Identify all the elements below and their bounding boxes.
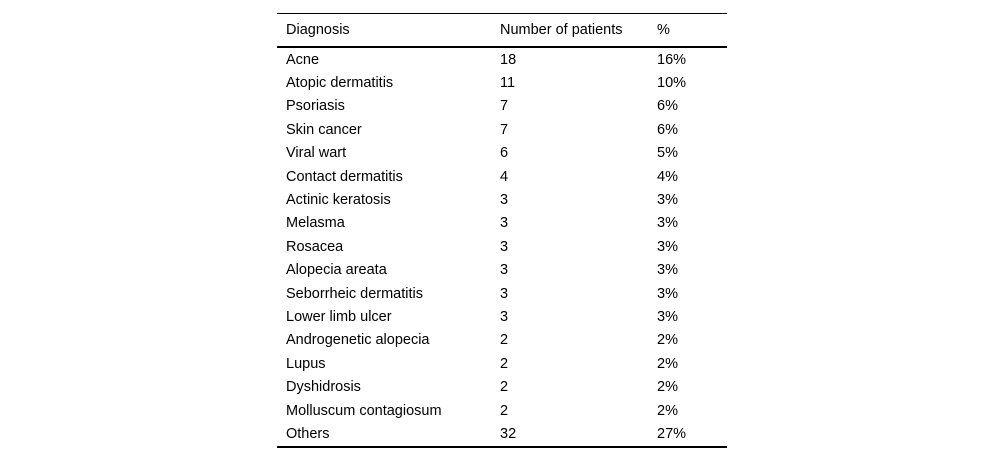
diagnosis-cell: Viral wart	[286, 145, 347, 162]
diagnosis-cell: Psoriasis	[286, 98, 345, 115]
diagnosis-cell: Rosacea	[286, 238, 344, 255]
diagnosis-cell: Actinic keratosis	[286, 192, 391, 209]
table-row: Seborrheic dermatitis 3 3%	[277, 282, 727, 305]
diagnosis-cell: Molluscum contagiosum	[286, 402, 442, 419]
percent-cell: 27%	[657, 425, 687, 442]
table-row: Acne 18 16%	[277, 47, 727, 71]
diagnosis-table-container: Diagnosis Number of patients % Acne 18 16%…	[277, 13, 727, 448]
percent-cell: 2%	[657, 402, 678, 419]
patients-count-cell: 3	[500, 262, 509, 279]
table-row: Alopecia areata 3 3%	[277, 259, 727, 282]
diagnosis-cell: Androgenetic alopecia	[286, 332, 430, 349]
patients-count-cell: 3	[500, 285, 509, 302]
percent-cell: 3%	[657, 238, 678, 255]
table-body: Acne 18 16% Atopic dermatitis 11 10% Psoriasis…	[277, 47, 727, 447]
table-row: Lower limb ulcer 3 3%	[277, 305, 727, 328]
percent-cell: 2%	[657, 332, 678, 349]
percent-cell: 2%	[657, 355, 678, 372]
table-row: Actinic keratosis 3 3%	[277, 188, 727, 211]
percent-cell: 3%	[657, 192, 678, 209]
patients-count-cell: 3	[500, 308, 509, 325]
column-header-number-of-patients: Number of patients	[500, 13, 657, 48]
percent-cell: 4%	[657, 168, 678, 185]
diagnosis-cell: Lupus	[286, 355, 326, 372]
header-row: Diagnosis Number of patients %	[277, 13, 727, 48]
table-row: Viral wart 6 5%	[277, 142, 727, 165]
table-row: Dyshidrosis 2 2%	[277, 375, 727, 398]
percent-cell: 3%	[657, 215, 678, 232]
percent-cell: 16%	[657, 51, 687, 68]
table-row: Atopic dermatitis 11 10%	[277, 71, 727, 94]
patients-count-cell: 2	[500, 402, 509, 419]
column-header-diagnosis: Diagnosis	[277, 13, 500, 48]
patients-count-cell: 32	[500, 425, 517, 442]
table-row: Molluscum contagiosum 2 2%	[277, 399, 727, 422]
table-header: Diagnosis Number of patients %	[277, 13, 727, 48]
diagnosis-cell: Lower limb ulcer	[286, 308, 392, 325]
patients-count-cell: 7	[500, 98, 509, 115]
diagnosis-cell: Others	[286, 425, 330, 442]
patients-count-cell: 4	[500, 168, 509, 185]
percent-cell: 6%	[657, 121, 678, 138]
patients-count-cell: 2	[500, 355, 509, 372]
percent-cell: 5%	[657, 145, 678, 162]
patients-count-cell: 18	[500, 51, 517, 68]
diagnosis-table: Diagnosis Number of patients % Acne 18 16%…	[277, 13, 727, 448]
diagnosis-cell: Melasma	[286, 215, 345, 232]
table-row: Skin cancer 7 6%	[277, 118, 727, 141]
diagnosis-cell: Atopic dermatitis	[286, 75, 394, 92]
patients-count-cell: 11	[500, 75, 516, 92]
diagnosis-cell: Skin cancer	[286, 121, 362, 138]
diagnosis-cell: Dyshidrosis	[286, 379, 361, 396]
patients-count-cell: 2	[500, 379, 509, 396]
patients-count-cell: 2	[500, 332, 509, 349]
diagnosis-cell: Alopecia areata	[286, 262, 387, 279]
percent-cell: 3%	[657, 262, 678, 279]
patients-count-cell: 3	[500, 192, 509, 209]
column-header-percent: %	[657, 13, 727, 48]
diagnosis-cell: Seborrheic dermatitis	[286, 285, 423, 302]
table-row: Rosacea 3 3%	[277, 235, 727, 258]
table-row: Contact dermatitis 4 4%	[277, 165, 727, 188]
percent-cell: 3%	[657, 308, 678, 325]
patients-count-cell: 7	[500, 121, 509, 138]
percent-cell: 3%	[657, 285, 678, 302]
patients-count-cell: 3	[500, 215, 509, 232]
table-row: Others 32 27%	[277, 422, 727, 446]
diagnosis-cell: Contact dermatitis	[286, 168, 403, 185]
percent-cell: 6%	[657, 98, 678, 115]
percent-cell: 2%	[657, 379, 678, 396]
table-row: Androgenetic alopecia 2 2%	[277, 329, 727, 352]
diagnosis-cell: Acne	[286, 51, 320, 68]
percent-cell: 10%	[657, 75, 687, 92]
patients-count-cell: 3	[500, 238, 509, 255]
table-row: Psoriasis 7 6%	[277, 95, 727, 118]
table-row: Lupus 2 2%	[277, 352, 727, 375]
table-row: Melasma 3 3%	[277, 212, 727, 235]
patients-count-cell: 6	[500, 145, 509, 162]
